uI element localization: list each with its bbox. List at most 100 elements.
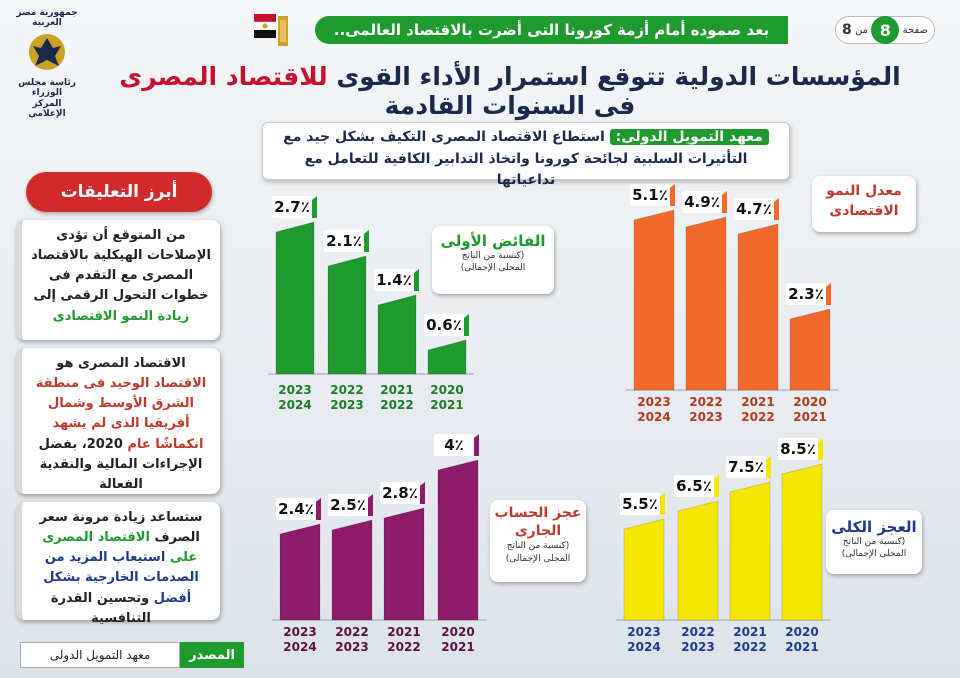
primary-surplus-bar — [275, 221, 315, 375]
growth-value-label: 2.3٪ — [788, 285, 824, 303]
primary-surplus-value-box — [272, 196, 312, 218]
growth-tick-label: 2021 — [741, 395, 774, 409]
overall-deficit-label: العجز الكلى (كنسبة من الناتج المحلى الإج… — [826, 510, 922, 574]
current-account-tick-label: 2022 — [335, 625, 368, 639]
page-total: 8 — [842, 22, 852, 38]
growth-chart-label: معدل النمو الاقتصادى — [812, 176, 916, 232]
growth-bar — [789, 308, 831, 391]
logo-line-3: المركز الإعلامي — [28, 98, 66, 120]
card2-highlight: الاقتصاد الوحيد فى منطقة الشرق الأوسط وش… — [35, 376, 207, 452]
growth-value-notch — [722, 191, 727, 213]
source-label-text: المصدر — [189, 647, 235, 663]
growth-value-notch — [826, 283, 831, 305]
growth-value-box — [682, 191, 722, 213]
current-account-value-notch — [474, 434, 479, 456]
overall-deficit-tick-label: 2022 — [733, 640, 766, 654]
card3-highlight-green: الاقتصاد المصرى على — [42, 530, 198, 566]
growth-tick-label: 2020 — [793, 395, 826, 409]
overall-deficit-value-box — [674, 475, 714, 497]
current-label-text: عجز الحساب الجارى — [494, 505, 582, 540]
source-label: المصدر — [180, 642, 244, 668]
primary-surplus-value-notch — [312, 196, 317, 218]
current-account-value-box — [434, 434, 474, 456]
comment-card-3: ستساعد زيادة مرونة سعر الصرف الاقتصاد ال… — [16, 502, 220, 626]
overall-deficit-value-box — [620, 493, 660, 515]
growth-value-notch — [774, 198, 779, 220]
deficit-label-text: العجز الكلى — [831, 518, 917, 536]
primary-label-text: الفائض الأولى — [440, 232, 546, 250]
overall-deficit-value-label: 6.5٪ — [676, 477, 712, 495]
overall-deficit-value-box — [726, 456, 766, 478]
primary-surplus-value-notch — [414, 269, 419, 291]
primary-surplus-tick-label: 2020 — [430, 383, 463, 397]
card1-text: من المتوقع أن تؤدى الإصلاحات الهيكلية با… — [31, 228, 211, 304]
callout-tag: معهد التمويل الدولى: — [609, 129, 769, 145]
primary-surplus-tick-label: 2022 — [380, 398, 413, 412]
overall-deficit-value-label: 5.5٪ — [622, 495, 658, 513]
overall-deficit-tick-label: 2021 — [733, 625, 766, 639]
logo-line-1: جمهورية مصر العربية — [16, 8, 78, 29]
growth-tick-label: 2021 — [793, 410, 826, 424]
primary-surplus-bar — [377, 294, 417, 375]
growth-value-box — [786, 283, 826, 305]
primary-surplus-tick-label: 2021 — [380, 383, 413, 397]
overall-deficit-tick-label: 2023 — [681, 640, 714, 654]
comment-card-2: الاقتصاد المصرى هو الاقتصاد الوحيد فى من… — [16, 348, 220, 494]
overall-deficit-bar — [623, 518, 665, 621]
overall-deficit-tick-label: 2024 — [627, 640, 660, 654]
growth-value-label: 4.7٪ — [736, 200, 772, 218]
growth-label-text: معدل النمو الاقتصادى — [826, 183, 902, 219]
primary-surplus-value-box — [324, 230, 364, 252]
deficit-note-2: المحلى الإجمالى) — [841, 549, 907, 560]
cabinet-logo: جمهورية مصر العربية رئاسة مجلس الوزراء ا… — [14, 8, 80, 119]
overall-deficit-tick-label: 2020 — [785, 625, 818, 639]
source-value: معهد التمويل الدولى — [20, 642, 180, 668]
growth-bar — [633, 209, 675, 391]
current-account-tick-label: 2020 — [441, 625, 474, 639]
current-account-bar — [331, 519, 373, 621]
logo-line-2: رئاسة مجلس الوزراء — [18, 78, 76, 99]
growth-value-label: 4.9٪ — [684, 193, 720, 211]
growth-bar — [685, 216, 727, 391]
current-account-bar — [279, 523, 321, 621]
card1-highlight: زيادة النمو الاقتصادى — [52, 308, 190, 324]
primary-surplus-value-label: 0.6٪ — [426, 316, 462, 334]
overall-deficit-tick-label: 2021 — [785, 640, 818, 654]
primary-surplus-tick-label: 2022 — [330, 383, 363, 397]
current-account-tick-label: 2022 — [387, 640, 420, 654]
primary-surplus-tick-label: 2024 — [278, 398, 311, 412]
card3-text-a: ستساعد زيادة مرونة سعر الصرف — [39, 510, 203, 546]
growth-value-label: 5.1٪ — [632, 186, 668, 204]
current-account-value-notch — [420, 482, 425, 504]
page-of: من — [855, 24, 869, 36]
current-account-value-label: 2.5٪ — [330, 496, 366, 514]
current-account-bar — [437, 459, 479, 621]
growth-tick-label: 2022 — [741, 410, 774, 424]
growth-tick-label: 2024 — [637, 410, 670, 424]
current-account-tick-label: 2021 — [387, 625, 420, 639]
overall-deficit-tick-label: 2023 — [627, 625, 660, 639]
overall-deficit-value-label: 7.5٪ — [728, 458, 764, 476]
page-current: 8 — [871, 16, 900, 44]
growth-value-box — [734, 198, 774, 220]
callout-line-2: التأثيرات السلبية لجائحة كورونا واتخاذ ا… — [304, 150, 748, 189]
current-account-bar — [383, 507, 425, 621]
growth-value-box — [630, 184, 670, 206]
primary-surplus-value-notch — [464, 314, 469, 336]
card3-text-d: وتحسين القدرة التنافسية — [50, 590, 151, 626]
page-indicator: صفحة 8 من 8 — [835, 16, 935, 44]
current-account-tick-label: 2023 — [283, 625, 316, 639]
primary-surplus-tick-label: 2023 — [330, 398, 363, 412]
overall-deficit-value-notch — [714, 475, 719, 497]
overall-deficit-tick-label: 2022 — [681, 625, 714, 639]
current-account-value-label: 2.4٪ — [278, 500, 314, 518]
current-account-tick-label: 2023 — [335, 640, 368, 654]
primary-surplus-label: الفائض الأولى (كنسبة من الناتج المحلى ال… — [432, 226, 554, 294]
primary-surplus-bar — [427, 339, 467, 375]
current-account-tick-label: 2021 — [441, 640, 474, 654]
growth-value-notch — [670, 184, 675, 206]
overall-deficit-value-notch — [660, 493, 665, 515]
current-account-value-box — [328, 494, 368, 516]
source-value-text: معهد التمويل الدولى — [49, 648, 151, 662]
